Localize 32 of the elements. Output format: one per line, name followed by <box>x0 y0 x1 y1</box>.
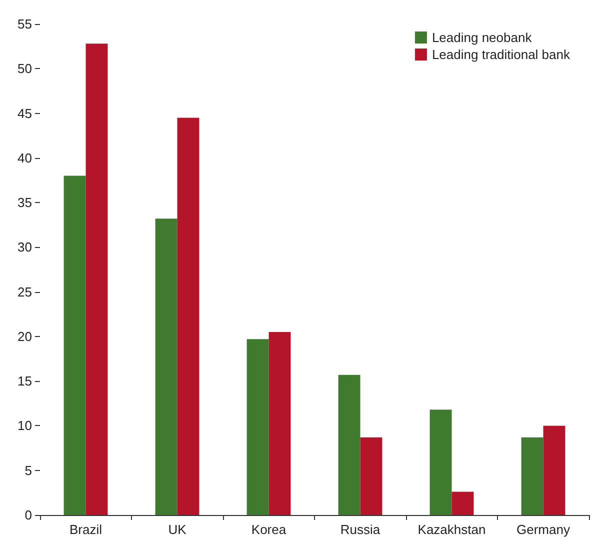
x-tick-label: UK <box>168 522 187 537</box>
bar <box>338 374 360 515</box>
y-tick-label: 0 <box>24 508 32 522</box>
legend-label: Leading neobank <box>432 30 532 45</box>
x-tick-label: Germany <box>516 522 570 537</box>
y-tick-label: 20 <box>18 328 32 344</box>
x-tick-label: Russia <box>340 522 381 537</box>
bar <box>86 44 108 515</box>
bar <box>268 332 291 515</box>
bar <box>430 410 452 515</box>
legend-label: Leading traditional bank <box>432 47 570 62</box>
bar <box>543 426 566 515</box>
y-tick-label: 35 <box>18 195 32 210</box>
x-tick-label: Korea <box>251 522 287 537</box>
bar <box>177 118 200 515</box>
x-tick-label: Kazakhstan <box>418 522 486 537</box>
bar <box>360 437 382 515</box>
y-tick-label: 25 <box>18 284 32 300</box>
bar <box>64 176 86 515</box>
y-tick-label: 40 <box>18 150 32 166</box>
y-tick-label: 45 <box>18 106 32 121</box>
y-tick-label: 30 <box>18 240 32 255</box>
y-tick-label: 10 <box>18 418 32 434</box>
x-tick-label: Brazil <box>69 522 102 537</box>
y-tick-label: 15 <box>18 374 32 389</box>
bar <box>155 218 178 515</box>
bar <box>521 437 544 515</box>
y-tick-label: 5 <box>24 462 32 478</box>
bar <box>452 492 474 515</box>
y-tick-label: 50 <box>18 61 32 76</box>
bar <box>246 339 269 515</box>
y-tick-label: 55 <box>18 16 32 32</box>
